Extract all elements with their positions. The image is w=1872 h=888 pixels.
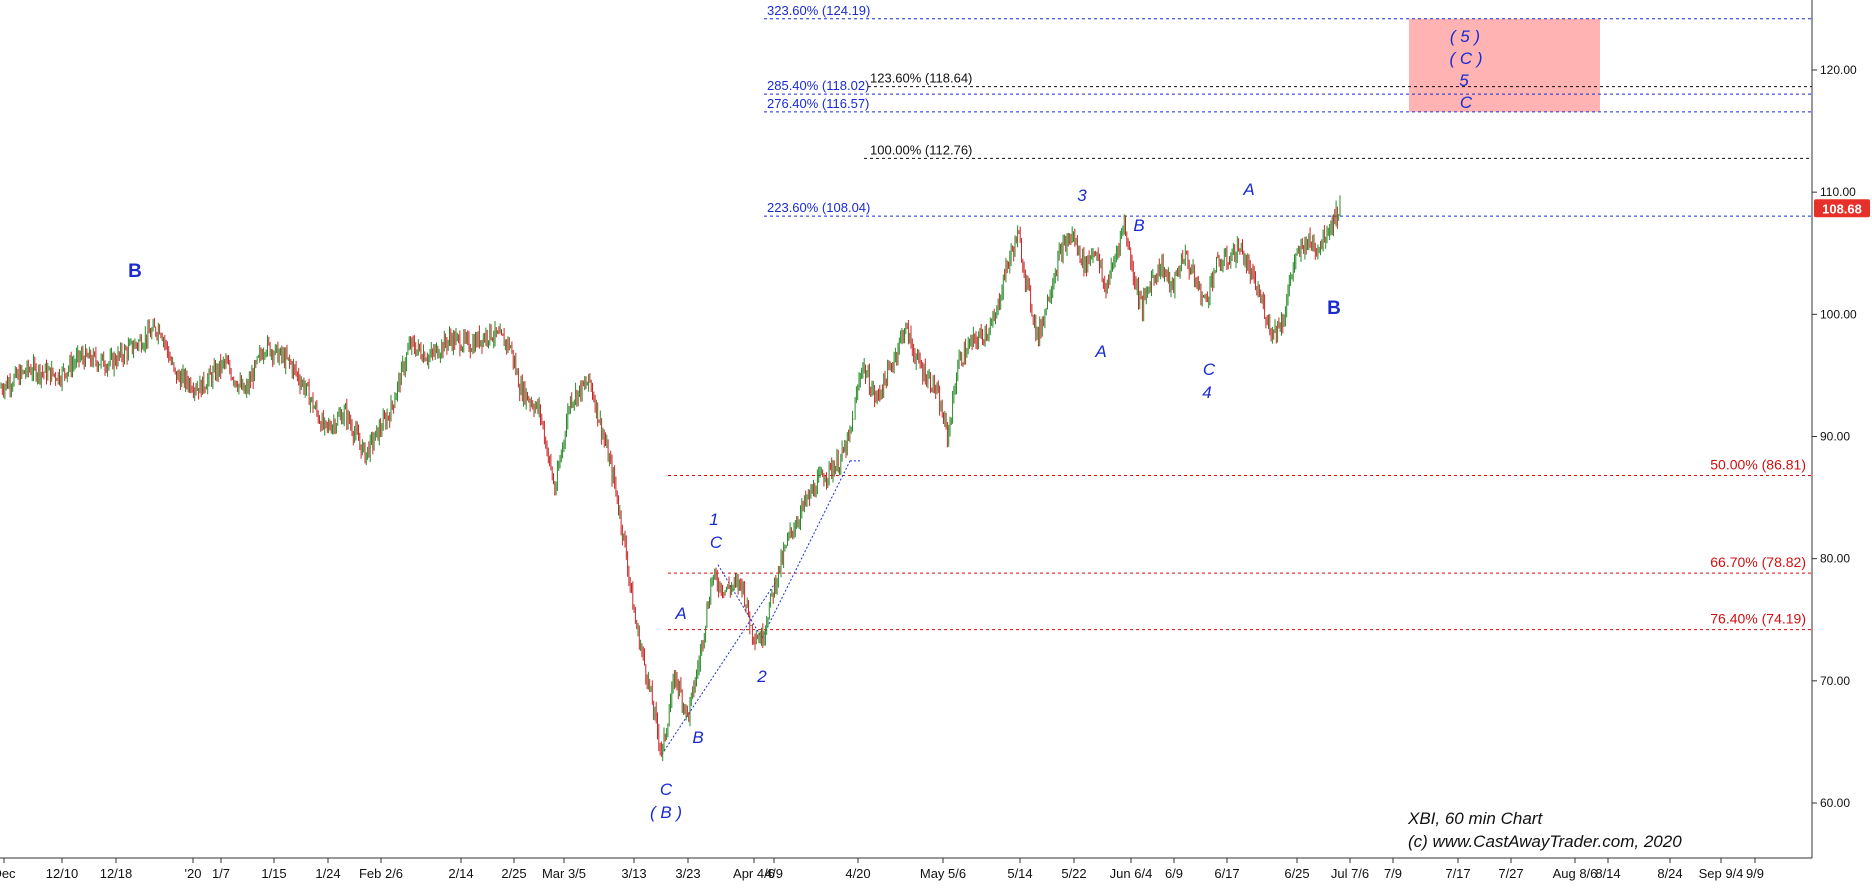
last-price-label: 108.68: [1822, 201, 1862, 216]
x-tick-label: 4/9: [765, 866, 783, 881]
x-tick-label: May 5/6: [920, 866, 966, 881]
wave-label: ( 5 ): [1450, 27, 1480, 46]
x-tick-label: 3/13: [621, 866, 646, 881]
caption-line: XBI, 60 min Chart: [1407, 809, 1543, 828]
wave-label: 4: [1202, 383, 1211, 402]
fib-label: 285.40% (118.02): [767, 78, 869, 93]
y-tick-label: 70.00: [1820, 674, 1850, 688]
fib-label: 276.40% (116.57): [767, 96, 869, 111]
wave-label: ( B ): [650, 803, 682, 822]
x-tick-label: 2/25: [501, 866, 526, 881]
x-tick-label: 2/14: [448, 866, 473, 881]
wave-label: B: [1327, 298, 1341, 319]
wave-label: ( C ): [1449, 49, 1482, 68]
x-tick-label: 8/14: [1595, 866, 1620, 881]
x-tick-label: Sep 9/4: [1699, 866, 1744, 881]
x-tick-label: Jul 7/6: [1331, 866, 1369, 881]
fib-label: 123.60% (118.64): [870, 71, 972, 86]
x-tick-label: Apr 4/6: [733, 866, 775, 881]
x-tick-label: 4/20: [845, 866, 870, 881]
x-tick-label: 1/15: [261, 866, 286, 881]
x-tick-label: '20: [185, 866, 202, 881]
x-tick-label: 8/24: [1657, 866, 1682, 881]
x-tick-label: 1/24: [315, 866, 340, 881]
x-tick-label: 6/25: [1284, 866, 1309, 881]
wave-label: B: [692, 728, 703, 747]
y-tick-label: 80.00: [1820, 552, 1850, 566]
caption-line: (c) www.CastAwayTrader.com, 2020: [1408, 832, 1682, 851]
wave-label: B: [128, 261, 142, 282]
retrace-label: 76.40% (74.19): [1710, 611, 1806, 627]
x-tick-label: Mar 3/5: [542, 866, 586, 881]
x-tick-label: 9/9: [1746, 866, 1764, 881]
x-tick-label: 12/18: [100, 866, 133, 881]
x-tick-label: 1/7: [212, 866, 230, 881]
x-tick-label: 12/10: [46, 866, 79, 881]
y-tick-label: 100.00: [1820, 307, 1857, 321]
last-price-badge: [1814, 199, 1870, 218]
x-tick-label: 7/17: [1445, 866, 1470, 881]
y-tick-label: 120.00: [1820, 63, 1857, 77]
wave-label: C: [1203, 360, 1216, 379]
trendline-3: [761, 460, 851, 639]
wave-label: C: [710, 533, 723, 552]
x-tick-label: Feb 2/6: [359, 866, 403, 881]
wave-label: 1: [709, 510, 718, 529]
fib-label: 223.60% (108.04): [767, 200, 870, 215]
x-tick-label: 7/9: [1384, 866, 1402, 881]
y-tick-label: 90.00: [1820, 429, 1850, 443]
x-tick-label: 5/14: [1007, 866, 1032, 881]
fib-label: 100.00% (112.76): [870, 142, 972, 157]
x-tick-label: Jun 6/4: [1110, 866, 1153, 881]
y-tick-label: 60.00: [1820, 796, 1850, 810]
wave-label: B: [1133, 216, 1144, 235]
retrace-label: 50.00% (86.81): [1710, 456, 1806, 472]
wave-label: 5: [1459, 71, 1469, 90]
x-tick-label: 7/27: [1498, 866, 1523, 881]
wave-label: A: [1242, 180, 1254, 199]
wave-label: 3: [1077, 186, 1087, 205]
y-tick-label: 110.00: [1820, 185, 1856, 199]
x-tick-label: 6/17: [1214, 866, 1239, 881]
wave-label: C: [1460, 93, 1473, 112]
wave-label: A: [1094, 342, 1106, 361]
x-tick-label: 6/9: [1165, 866, 1183, 881]
fib-label: 323.60% (124.19): [767, 3, 870, 18]
wave-label: C: [660, 780, 673, 799]
x-tick-label: Dec: [0, 866, 16, 881]
wave-label: A: [674, 604, 686, 623]
target-zone: [1409, 18, 1600, 112]
retrace-label: 66.70% (78.82): [1710, 554, 1806, 570]
x-tick-label: Aug 8/6: [1553, 866, 1598, 881]
x-tick-label: 5/22: [1061, 866, 1086, 881]
x-tick-label: 3/23: [675, 866, 700, 881]
wave-label: 2: [756, 667, 767, 686]
